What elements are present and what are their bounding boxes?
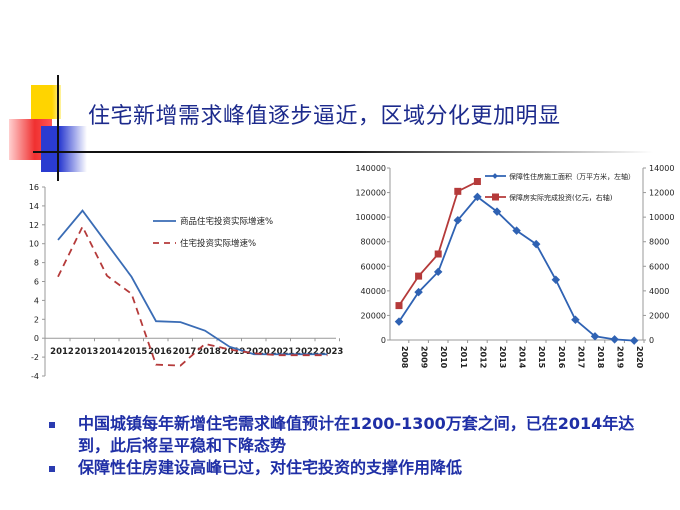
- deco-red-square-top: [9, 119, 52, 126]
- y-tick-label: -2: [31, 353, 39, 362]
- right-y-tick-label: 10000: [649, 213, 674, 222]
- bullet-marker: [49, 422, 55, 428]
- deco-vertical-line: [57, 75, 59, 181]
- y-tick-label: 14: [29, 202, 39, 211]
- y-tick-label: 16: [29, 183, 39, 192]
- left-y-tick-label: 40000: [361, 287, 386, 296]
- deco-yellow-square: [31, 85, 61, 119]
- right-y-tick-label: 8000: [649, 238, 669, 247]
- legend-label: 商品住宅投资实际增速%: [180, 216, 273, 227]
- legend-marker: [492, 173, 498, 179]
- left-y-tick-label: 140000: [355, 164, 386, 173]
- x-tick-label: 2010: [439, 346, 448, 369]
- legend-marker: [492, 193, 499, 201]
- bullet-marker: [49, 466, 55, 472]
- data-point-square: [454, 187, 462, 195]
- deco-blue-square: [41, 126, 87, 172]
- data-point-diamond: [414, 287, 423, 297]
- x-tick-label: 2009: [420, 346, 429, 369]
- data-point-square: [473, 178, 481, 186]
- data-point-square: [395, 302, 403, 310]
- x-tick-label: 2008: [400, 346, 409, 369]
- y-tick-label: 6: [34, 278, 39, 287]
- bullet-text-1: 中国城镇每年新增住宅需求峰值预计在1200-1300万套之间，已在2014年达到…: [78, 414, 635, 455]
- y-tick-label: -4: [31, 372, 39, 381]
- x-tick-label: 2022: [295, 347, 319, 357]
- right-y-tick-label: 12000: [649, 189, 674, 198]
- x-tick-label: 2015: [124, 347, 148, 357]
- left-y-tick-label: 120000: [355, 189, 386, 198]
- x-tick-label: 2013: [498, 346, 507, 368]
- data-point-diamond: [394, 317, 404, 326]
- x-tick-label: 2021: [271, 347, 295, 357]
- x-tick-label: 2018: [596, 346, 605, 369]
- x-tick-label: 2015: [537, 346, 546, 369]
- right-y-tick-label: 4000: [649, 287, 669, 296]
- y-tick-label: 12: [29, 221, 39, 230]
- data-point-diamond: [590, 332, 600, 341]
- x-tick-label: 2019: [222, 347, 246, 357]
- slide-title: 住宅新增需求峰值逐步逼近，区域分化更加明显: [88, 104, 561, 129]
- right-y-tick-label: 0: [649, 336, 654, 345]
- right-y-tick-label: 6000: [649, 262, 669, 271]
- x-tick-label: 2017: [173, 347, 197, 357]
- right-y-tick-label: 14000: [649, 164, 674, 173]
- x-tick-label: 2014: [518, 346, 527, 369]
- x-tick-label: 2016: [148, 347, 172, 357]
- series-line-2: [398, 180, 478, 307]
- y-tick-label: 10: [29, 240, 39, 249]
- left-y-tick-label: 60000: [361, 262, 386, 271]
- x-tick-label: 2023: [320, 347, 344, 357]
- x-tick-label: 2019: [616, 346, 625, 369]
- deco-horizontal-line: [33, 151, 653, 153]
- right-y-tick-label: 2000: [649, 311, 669, 320]
- data-point-diamond: [610, 335, 619, 344]
- y-tick-label: 0: [34, 334, 39, 343]
- x-tick-label: 2018: [197, 347, 221, 357]
- data-point-diamond: [551, 275, 561, 285]
- x-tick-label: 2016: [557, 346, 566, 369]
- x-tick-label: 2011: [459, 346, 468, 369]
- data-point-diamond: [629, 336, 639, 345]
- legend-label: 住宅投资实际增速%: [180, 238, 256, 249]
- y-tick-label: 8: [34, 259, 39, 268]
- legend-label: 保障性住房施工面积（万平方米，左轴）: [509, 172, 635, 181]
- series-line-1: [57, 209, 328, 356]
- series-line-2: [57, 224, 328, 367]
- x-tick-label: 2014: [99, 347, 123, 357]
- y-tick-label: 4: [34, 296, 39, 305]
- data-point-square: [415, 272, 423, 280]
- x-tick-label: 2017: [576, 346, 585, 368]
- x-tick-label: 2012: [478, 346, 487, 368]
- x-tick-label: 2013: [75, 347, 99, 357]
- legend-label: 保障房实际完成投资(亿元，右轴): [509, 193, 613, 202]
- data-point-square: [434, 250, 442, 258]
- data-point-diamond: [571, 315, 580, 324]
- series-line-1: [398, 195, 635, 342]
- x-tick-label: 2020: [246, 347, 270, 357]
- y-tick-label: 2: [34, 315, 39, 324]
- left-y-tick-label: 0: [381, 336, 386, 345]
- x-tick-label: 2020: [635, 346, 644, 369]
- left-y-tick-label: 80000: [361, 238, 386, 247]
- data-point-diamond: [453, 215, 463, 225]
- bullet-text-2: 保障性住房建设高峰已过，对住宅投资的支撑作用降低: [78, 458, 463, 477]
- left-y-tick-label: 100000: [355, 213, 386, 222]
- x-tick-label: 2012: [50, 347, 74, 357]
- left-y-tick-label: 20000: [361, 311, 386, 320]
- data-point-diamond: [492, 207, 502, 216]
- data-point-diamond: [473, 192, 482, 202]
- data-point-diamond: [433, 267, 443, 277]
